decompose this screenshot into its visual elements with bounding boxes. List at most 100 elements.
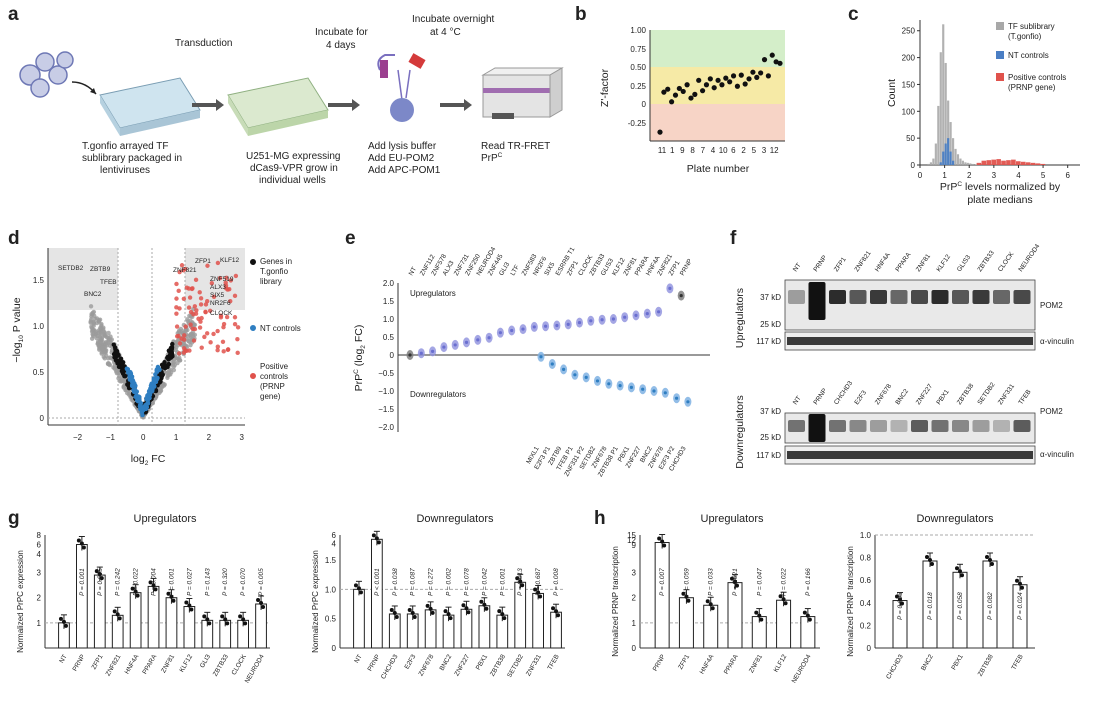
d-legend-nt: NT controls [260, 324, 301, 333]
g_up-cat-10: CLOCK [231, 653, 249, 676]
f-up-band-8 [952, 290, 969, 304]
g_down-pvalue-6: P = 0.042 [481, 568, 488, 596]
h_up-dot-c-5 [781, 597, 786, 602]
band-down-vinculin [787, 451, 1033, 459]
step-incubate-2: 4 days [326, 40, 355, 51]
d-point-pos [233, 273, 239, 279]
g_up-bar-11 [255, 603, 267, 649]
lysis-text-2: Add EU-POM2 [368, 153, 435, 164]
g_down-title: Downregulators [416, 513, 494, 525]
d-point-pos [207, 308, 213, 314]
legend-pos-1: Positive controls [1008, 73, 1066, 82]
e-ytick-1: 1.5 [383, 297, 395, 306]
f-up-lane-10: CLOCK [997, 250, 1016, 273]
b-ytick-2: 0.50 [630, 63, 646, 72]
d-point-nt [134, 393, 139, 398]
d-point-gray [121, 384, 126, 389]
f-down-band-0 [788, 420, 805, 432]
d-point-gene [166, 361, 171, 367]
c-bar-s2-11 [1030, 162, 1036, 165]
d-hit-right-2: ZNF821 [173, 267, 197, 274]
b-ytick-0: 1.00 [630, 26, 646, 35]
g_down-dot-b-7 [484, 606, 489, 611]
d-point-pos [204, 331, 210, 336]
lib-text-2: sublibrary packaged in [82, 153, 182, 164]
d-point-nt [137, 397, 142, 403]
e-point-down-3 [573, 373, 577, 377]
g_up-dot-b-7 [189, 607, 194, 612]
e-ytick-6: −1.0 [378, 387, 394, 396]
g_up-pvalue-5: P = 0.001 [168, 568, 175, 596]
g_down-ytick-0: 0 [332, 644, 337, 653]
c-xlabel-2: plate medians [967, 194, 1032, 206]
step-incubate-1: Incubate for [315, 27, 368, 38]
e-point-up-22 [657, 310, 661, 314]
g_down-dot-b-8 [502, 616, 507, 621]
legend-tf-1: TF sublibrary [1008, 22, 1055, 31]
g_up-dot-c-10 [241, 617, 246, 622]
e-point-up-10 [521, 327, 525, 331]
c-bar-s1-0 [939, 162, 942, 165]
f-down-lane-2: CHCHD3 [833, 380, 854, 407]
zone-acceptable [650, 67, 785, 104]
c-xtick-4: 4 [1016, 171, 1021, 180]
g_down-pvalue-4: P = 0.002 [446, 568, 453, 596]
c-xtick-2: 2 [967, 171, 972, 180]
d-point-nt [141, 406, 146, 411]
f-down-kd25: 25 kD [760, 433, 781, 442]
d-point-gray [114, 371, 120, 376]
e-point-down-4 [584, 375, 588, 379]
d-point-pos [179, 263, 185, 268]
e-point-up-21 [645, 312, 649, 316]
panel-label-h: h [594, 508, 606, 529]
d-legend-genes-2: T.gonfio [260, 267, 289, 276]
g_up-dot-b-6 [171, 598, 176, 603]
g_down-cat-9: SETDB2 [506, 653, 525, 679]
f-down-lane-7: PBX1 [935, 388, 950, 406]
g_down-bar-0 [353, 588, 365, 649]
h_down-ytick-5: 1.0 [860, 531, 872, 540]
h_down-pvalue-1: P = 0.018 [927, 592, 934, 620]
e-upregulators: Upregulators [410, 289, 456, 298]
b-point-23 [746, 76, 752, 82]
c-bar-s0-4 [937, 105, 940, 165]
arrow-icon [192, 99, 224, 111]
d-point-gene [126, 383, 131, 389]
d-ytick-3: 1.5 [33, 276, 45, 285]
h_down-dot-a-3 [985, 554, 989, 559]
g_up-cat-1: PRNP [72, 654, 87, 673]
d-point-pos [211, 294, 217, 299]
d-point-nt [154, 369, 160, 374]
g_up-dot-b-9 [225, 621, 230, 626]
g_down-dot-b-1 [376, 540, 381, 545]
e-point-down-9 [641, 387, 645, 391]
e-point-up-18 [611, 317, 616, 321]
c-bar-s2-6 [1006, 160, 1011, 165]
g_down-dot-b-3 [412, 614, 417, 619]
g_down-dot-b-4 [430, 610, 435, 615]
d-point-pos [181, 337, 187, 342]
g_up-dot-a-11 [256, 598, 261, 602]
d-point-gray [94, 335, 99, 341]
d-point-nt [147, 392, 153, 398]
h_up-ytick-0: 0 [632, 644, 637, 653]
d-point-gray [107, 362, 113, 368]
d-legend-dot-nt [250, 325, 256, 331]
d-point-pos [189, 286, 195, 292]
e-point-down-2 [562, 367, 566, 371]
f-up-band-4 [870, 290, 887, 304]
h_up-pvalue-2: P = 0.033 [708, 568, 715, 596]
e-point-up-0 [408, 353, 412, 357]
d-legend-pos-4: gene) [260, 392, 281, 401]
g_down-cat-1: PRNP [367, 654, 382, 673]
e-point-up-23 [668, 286, 672, 290]
c-bar-s1-2 [944, 143, 947, 165]
c-bar-s0-0 [927, 163, 930, 165]
e-point-up-3 [442, 345, 446, 349]
d-point-gray [89, 336, 95, 341]
h_up-dot-c-3 [733, 579, 737, 584]
h_up-cat-1: ZFP1 [677, 653, 691, 671]
h_down-pvalue-3: P = 0.082 [987, 592, 994, 620]
c-bar-s0-2 [932, 158, 935, 165]
h_down-pvalue-2: P = 0.058 [957, 592, 964, 620]
